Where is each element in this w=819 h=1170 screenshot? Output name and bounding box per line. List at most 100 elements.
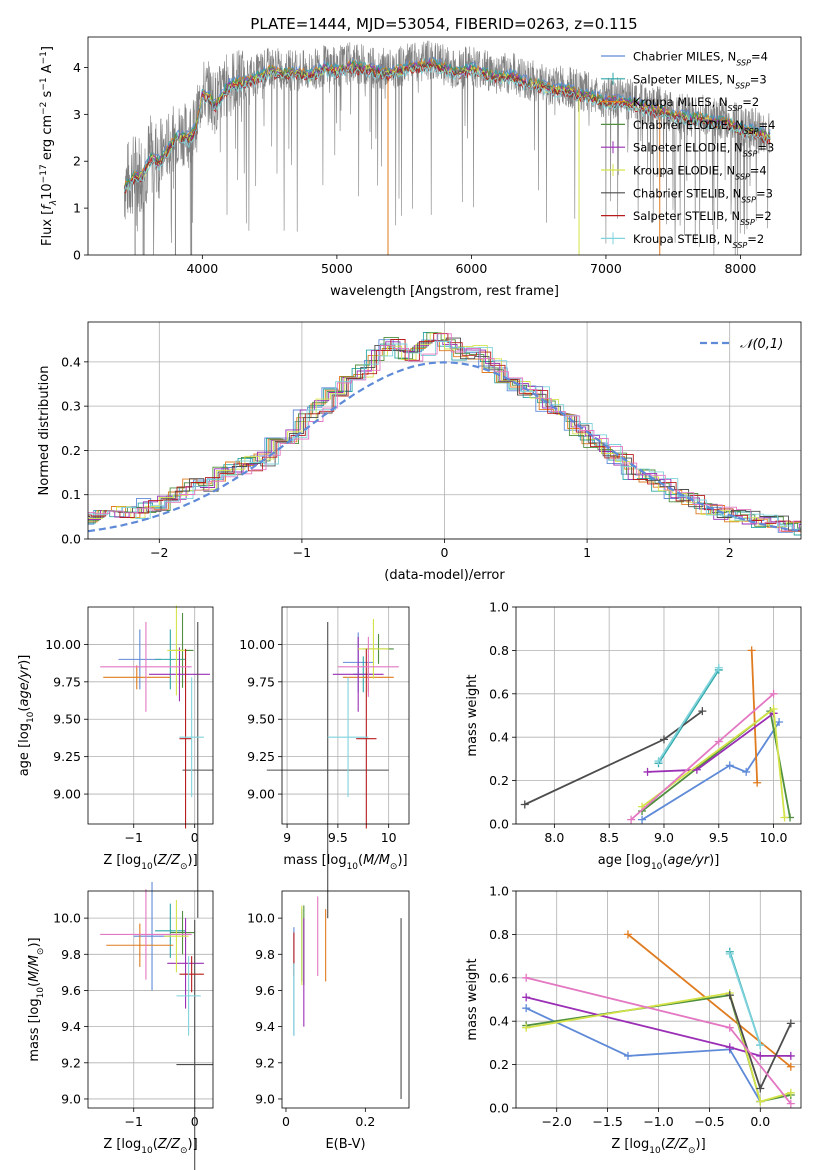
mass-weight-point <box>769 689 778 698</box>
x-tick-label: −2.0 <box>542 1114 572 1129</box>
legend-subscript: SSP <box>744 126 759 135</box>
legend-count: =2 <box>747 232 764 246</box>
y-tick-label: 0.0 <box>489 1101 509 1116</box>
x-tick-label: 9 <box>283 830 291 845</box>
y-tick-label: 9.50 <box>53 712 81 727</box>
x-tick-label: −0.5 <box>694 1114 724 1129</box>
label-part: ( <box>661 1137 666 1152</box>
y-tick-label: 3 <box>73 107 81 122</box>
y-tick-label: 0.0 <box>61 532 81 547</box>
ylabel-text: ] <box>40 46 55 51</box>
ylabel-text: −1 <box>39 51 49 64</box>
label-part: )] <box>188 853 198 868</box>
mass-weight-point <box>769 704 778 713</box>
x-tick-label: 9.0 <box>654 830 674 845</box>
mass-weight-point <box>627 815 636 824</box>
legend-name: Kroupa ELODIE, N <box>633 164 735 178</box>
legend-subscript: SSP <box>743 149 758 158</box>
legend-count: =3 <box>757 141 774 155</box>
x-tick-label: 7000 <box>590 261 622 276</box>
mass-vs-metallicity-panel: −109.09.29.49.69.810.0Z [log10(Z/Z⊙)]mas… <box>27 881 214 1170</box>
label-part: 10 <box>347 862 359 872</box>
legend-name: Kroupa STELIB, N <box>633 232 733 246</box>
label-part: Z/Z <box>665 1137 689 1152</box>
model-spectrum-line <box>123 64 771 193</box>
label-part: mass [log <box>283 853 346 868</box>
label-part: M/M <box>363 853 390 868</box>
mass-weight-point <box>522 973 531 982</box>
mass-weight-point <box>756 1084 765 1093</box>
mass-weight-point <box>786 1099 795 1108</box>
label-part: ( <box>27 982 42 987</box>
x-tick-label: 0.2 <box>355 1114 375 1129</box>
mass-weight-line <box>657 667 720 762</box>
ylabel-text: 10 <box>40 183 55 200</box>
spectrum-title: PLATE=1444, MJD=53054, FIBERID=0263, z=0… <box>250 15 637 33</box>
legend-subscript: SSP <box>736 58 751 67</box>
mass-weight-point <box>756 1097 765 1106</box>
label-part: ( <box>153 853 158 868</box>
mass-vs-extinction-panel: 0 0.2 9.0 9.2 9.4 9.6 9.8 10.0 E(B-V) <box>247 890 410 1152</box>
axes-frame <box>87 36 802 256</box>
mass-weight-point <box>747 646 756 655</box>
label-part: 10 <box>26 711 36 723</box>
label-part: ⊙ <box>688 1146 696 1156</box>
label-part: )] <box>188 1137 198 1152</box>
x-tick-label: 10.0 <box>760 830 788 845</box>
y-tick-label: 9.75 <box>53 674 81 689</box>
y-tick-label: 0.8 <box>489 927 509 942</box>
label-part: )] <box>696 1137 706 1152</box>
y-axis-label: mass weight <box>465 958 480 1040</box>
mass-weight-point <box>643 767 652 776</box>
y-tick-label: 9.6 <box>61 983 81 998</box>
y-tick-label: 0.4 <box>489 1014 509 1029</box>
mass-weight-line <box>657 669 720 764</box>
mass-weight-point <box>725 1023 734 1032</box>
mass-weight-point <box>522 993 531 1002</box>
mass-weight-point <box>780 813 789 822</box>
legend-name: Kroupa MILES, N <box>633 95 728 109</box>
axes-frame <box>515 890 802 1109</box>
label-part: ( <box>153 1137 158 1152</box>
legend-subscript: SSP <box>733 240 748 249</box>
mass-weight-point <box>623 930 632 939</box>
y-tick-label: 0.4 <box>61 354 81 369</box>
legend-entry-label: Chabrier MILES, NSSP=4 <box>633 50 768 68</box>
y-tick-label: 9.0 <box>61 1091 81 1106</box>
axes-frame <box>87 321 802 540</box>
mass-weight-point <box>522 1023 531 1032</box>
ylabel-text: −1 <box>39 77 49 90</box>
x-axis-label: Z [log10(Z/Z⊙)] <box>611 1137 705 1156</box>
spectrum-traces <box>123 40 771 255</box>
mass-weight-point <box>786 1062 795 1071</box>
mass-weight-point <box>623 1051 632 1060</box>
label-part: ( <box>358 853 363 868</box>
label-part: Z/Z <box>157 1137 181 1152</box>
mass-weight-point <box>725 991 734 1000</box>
legend-name: Salpeter MILES, N <box>633 72 735 86</box>
y-tick-label: 0 <box>73 248 81 263</box>
legend-entry-label: Kroupa STELIB, NSSP=2 <box>633 232 764 250</box>
mass-weight-point <box>522 1004 531 1013</box>
legend-name: Salpeter STELIB, N <box>633 209 740 223</box>
y-tick-label: 0.1 <box>61 487 81 502</box>
label-part: 10 <box>141 1146 153 1156</box>
legend-entry-label: Salpeter MILES, NSSP=3 <box>633 72 767 90</box>
mass-weight-point <box>698 707 707 716</box>
x-tick-label: 6000 <box>455 261 487 276</box>
x-tick-label: −2 <box>150 545 168 560</box>
y-axis-label: age [log10(age/yr)] <box>17 655 36 777</box>
ylabel-text: f <box>40 203 55 210</box>
y-axis-label: Flux [fλ10−17 erg cm−2 s−1 A−1] <box>39 46 59 246</box>
y-tick-label: 9.4 <box>255 1019 275 1034</box>
axes-frame <box>87 606 214 825</box>
label-part: M/M <box>27 955 42 982</box>
x-tick-label: −1 <box>293 545 311 560</box>
legend-subscript: SSP <box>740 218 755 227</box>
label-part: ⊙ <box>36 948 46 956</box>
label-part: ⊙ <box>390 862 398 872</box>
mass-weight-point <box>742 767 751 776</box>
residuals-panel: −2 −1 0 1 2 0.0 0.1 0.2 0.3 0.4 (data-model)/error… <box>37 321 802 583</box>
y-axis-label: Normed distribution <box>37 366 52 496</box>
